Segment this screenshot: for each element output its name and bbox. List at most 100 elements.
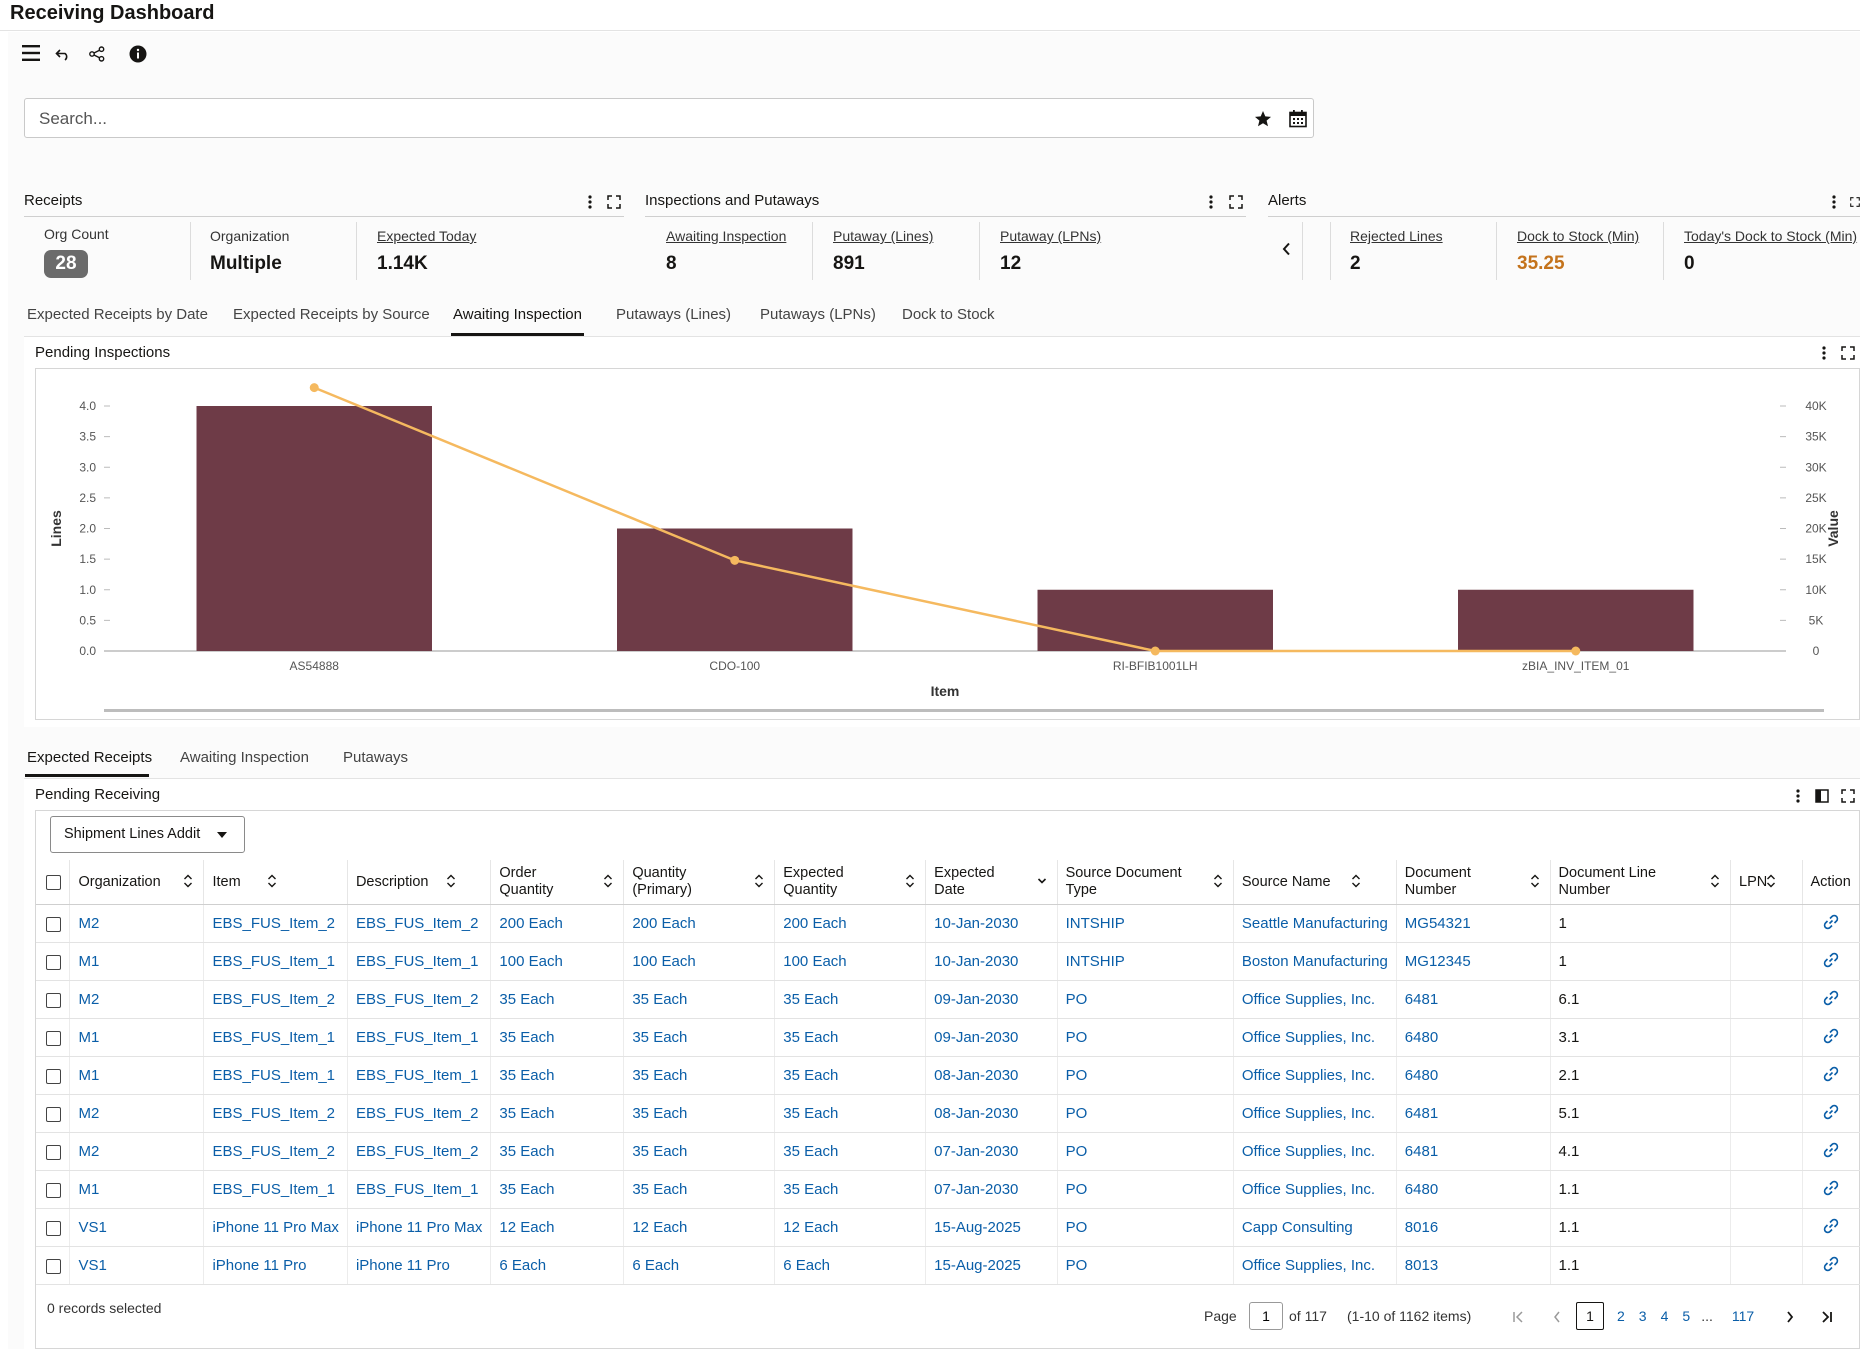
page-input[interactable]: [1249, 1302, 1283, 1330]
info-icon[interactable]: [128, 44, 148, 64]
last-page-icon[interactable]: [1820, 1310, 1834, 1324]
cell-organization[interactable]: M1: [69, 1018, 205, 1057]
tab-expected-receipts-by-source[interactable]: Expected Receipts by Source: [233, 306, 430, 323]
expand-icon[interactable]: [1228, 194, 1244, 210]
tab-awaiting-inspection[interactable]: Awaiting Inspection: [453, 306, 582, 323]
cell-expected-date[interactable]: 10-Jan-2030: [925, 904, 1058, 943]
link-icon[interactable]: [1823, 914, 1839, 930]
row-checkbox[interactable]: [46, 954, 61, 970]
tab-putaways-lines[interactable]: Putaways (Lines): [616, 306, 732, 323]
share-icon[interactable]: [88, 45, 106, 63]
sort-icon[interactable]: [1213, 874, 1223, 888]
cell-expected-quantity[interactable]: 35 Each: [774, 1170, 927, 1209]
link-icon[interactable]: [1823, 1104, 1839, 1120]
table-row[interactable]: M1 EBS_FUS_Item_1 EBS_FUS_Item_1 35 Each 35 …: [36, 1170, 1860, 1209]
cell-expected-date[interactable]: 07-Jan-2030: [925, 1132, 1058, 1171]
cell-item[interactable]: EBS_FUS_Item_1: [203, 1018, 348, 1057]
cell-item[interactable]: EBS_FUS_Item_1: [203, 1170, 348, 1209]
cell-source-document-type[interactable]: PO: [1057, 1132, 1234, 1171]
column-header-quantity-primary[interactable]: Quantity (Primary): [623, 860, 776, 905]
cell-quantity-primary[interactable]: 35 Each: [623, 1056, 776, 1095]
link-icon[interactable]: [1823, 1142, 1839, 1158]
link-icon[interactable]: [1823, 952, 1839, 968]
column-header-lpn[interactable]: LPN: [1730, 860, 1803, 905]
cell-source-name[interactable]: Seattle Manufacturing: [1233, 904, 1397, 943]
link-icon[interactable]: [1823, 990, 1839, 1006]
cell-description[interactable]: iPhone 11 Pro: [347, 1246, 492, 1285]
cell-document-number[interactable]: 6481: [1396, 1132, 1551, 1171]
row-checkbox[interactable]: [46, 1068, 61, 1084]
first-page-icon[interactable]: [1511, 1310, 1525, 1324]
cell-source-document-type[interactable]: INTSHIP: [1057, 904, 1234, 943]
sort-icon[interactable]: [603, 874, 613, 888]
page-current[interactable]: 1: [1576, 1302, 1604, 1330]
cell-source-name[interactable]: Office Supplies, Inc.: [1233, 980, 1397, 1019]
view-select[interactable]: Shipment Lines Addit: [50, 816, 245, 853]
cell-order-quantity[interactable]: 35 Each: [490, 1018, 625, 1057]
cell-source-document-type[interactable]: PO: [1057, 1208, 1234, 1247]
cell-organization[interactable]: M2: [69, 980, 205, 1019]
cell-quantity-primary[interactable]: 35 Each: [623, 1132, 776, 1171]
cell-quantity-primary[interactable]: 35 Each: [623, 1170, 776, 1209]
table-row[interactable]: M1 EBS_FUS_Item_1 EBS_FUS_Item_1 100 Each 10…: [36, 942, 1860, 981]
expand-icon[interactable]: [1850, 194, 1860, 210]
cell-organization[interactable]: M2: [69, 1094, 205, 1133]
table-row[interactable]: M2 EBS_FUS_Item_2 EBS_FUS_Item_2 35 Each 35 …: [36, 980, 1860, 1019]
cell-organization[interactable]: VS1: [69, 1208, 205, 1247]
expand-icon[interactable]: [1840, 345, 1856, 361]
tab-putaways-lpns[interactable]: Putaways (LPNs): [760, 306, 876, 323]
row-checkbox[interactable]: [46, 1030, 61, 1046]
link-icon[interactable]: [1823, 1066, 1839, 1082]
tab-expected-receipts-by-date[interactable]: Expected Receipts by Date: [27, 306, 208, 323]
column-header-document-line-number[interactable]: Document Line Number: [1550, 860, 1732, 905]
cell-document-number[interactable]: MG12345: [1396, 942, 1551, 981]
tab-awaiting-inspection-bottom[interactable]: Awaiting Inspection: [180, 749, 309, 766]
cell-source-document-type[interactable]: PO: [1057, 980, 1234, 1019]
sort-descending-icon[interactable]: [1037, 874, 1047, 888]
table-row[interactable]: M1 EBS_FUS_Item_1 EBS_FUS_Item_1 35 Each 35 …: [36, 1018, 1860, 1057]
dock-to-stock-link[interactable]: Dock to Stock (Min): [1517, 228, 1640, 244]
next-page-icon[interactable]: [1783, 1310, 1797, 1324]
cell-expected-quantity[interactable]: 35 Each: [774, 1132, 927, 1171]
cell-source-name[interactable]: Office Supplies, Inc.: [1233, 1094, 1397, 1133]
link-icon[interactable]: [1823, 1028, 1839, 1044]
cell-source-name[interactable]: Office Supplies, Inc.: [1233, 1018, 1397, 1057]
cell-document-number[interactable]: MG54321: [1396, 904, 1551, 943]
kebab-icon[interactable]: [582, 194, 598, 210]
cell-order-quantity[interactable]: 35 Each: [490, 1094, 625, 1133]
cell-expected-date[interactable]: 15-Aug-2025: [925, 1208, 1058, 1247]
cell-source-document-type[interactable]: PO: [1057, 1018, 1234, 1057]
cell-document-number[interactable]: 6480: [1396, 1056, 1551, 1095]
cell-source-document-type[interactable]: PO: [1057, 1094, 1234, 1133]
cell-quantity-primary[interactable]: 6 Each: [623, 1246, 776, 1285]
search-input[interactable]: [37, 107, 1241, 131]
cell-expected-quantity[interactable]: 35 Each: [774, 1018, 927, 1057]
column-header-source-document-type[interactable]: Source Document Type: [1057, 860, 1234, 905]
kebab-icon[interactable]: [1790, 788, 1806, 804]
cell-document-number[interactable]: 6480: [1396, 1018, 1551, 1057]
cell-quantity-primary[interactable]: 35 Each: [623, 1018, 776, 1057]
expand-icon[interactable]: [1840, 788, 1856, 804]
cell-order-quantity[interactable]: 100 Each: [490, 942, 625, 981]
column-header-organization[interactable]: Organization: [69, 860, 205, 905]
page-link-117[interactable]: 117: [1731, 1308, 1755, 1324]
cell-source-name[interactable]: Office Supplies, Inc.: [1233, 1170, 1397, 1209]
cell-quantity-primary[interactable]: 35 Each: [623, 980, 776, 1019]
cell-order-quantity[interactable]: 35 Each: [490, 980, 625, 1019]
cell-description[interactable]: EBS_FUS_Item_1: [347, 942, 492, 981]
sort-icon[interactable]: [1710, 874, 1720, 888]
cell-description[interactable]: EBS_FUS_Item_2: [347, 1094, 492, 1133]
column-header-order-quantity[interactable]: Order Quantity: [490, 860, 625, 905]
cell-expected-quantity[interactable]: 12 Each: [774, 1208, 927, 1247]
cell-expected-date[interactable]: 09-Jan-2030: [925, 1018, 1058, 1057]
cell-expected-date[interactable]: 10-Jan-2030: [925, 942, 1058, 981]
table-row[interactable]: M2 EBS_FUS_Item_2 EBS_FUS_Item_2 35 Each 35 …: [36, 1094, 1860, 1133]
cell-expected-quantity[interactable]: 35 Each: [774, 980, 927, 1019]
cell-organization[interactable]: M1: [69, 1170, 205, 1209]
cell-expected-quantity[interactable]: 35 Each: [774, 1094, 927, 1133]
cell-description[interactable]: EBS_FUS_Item_2: [347, 904, 492, 943]
cell-item[interactable]: EBS_FUS_Item_1: [203, 1056, 348, 1095]
star-icon[interactable]: [1253, 109, 1273, 129]
cell-description[interactable]: EBS_FUS_Item_1: [347, 1056, 492, 1095]
row-checkbox[interactable]: [46, 992, 61, 1008]
